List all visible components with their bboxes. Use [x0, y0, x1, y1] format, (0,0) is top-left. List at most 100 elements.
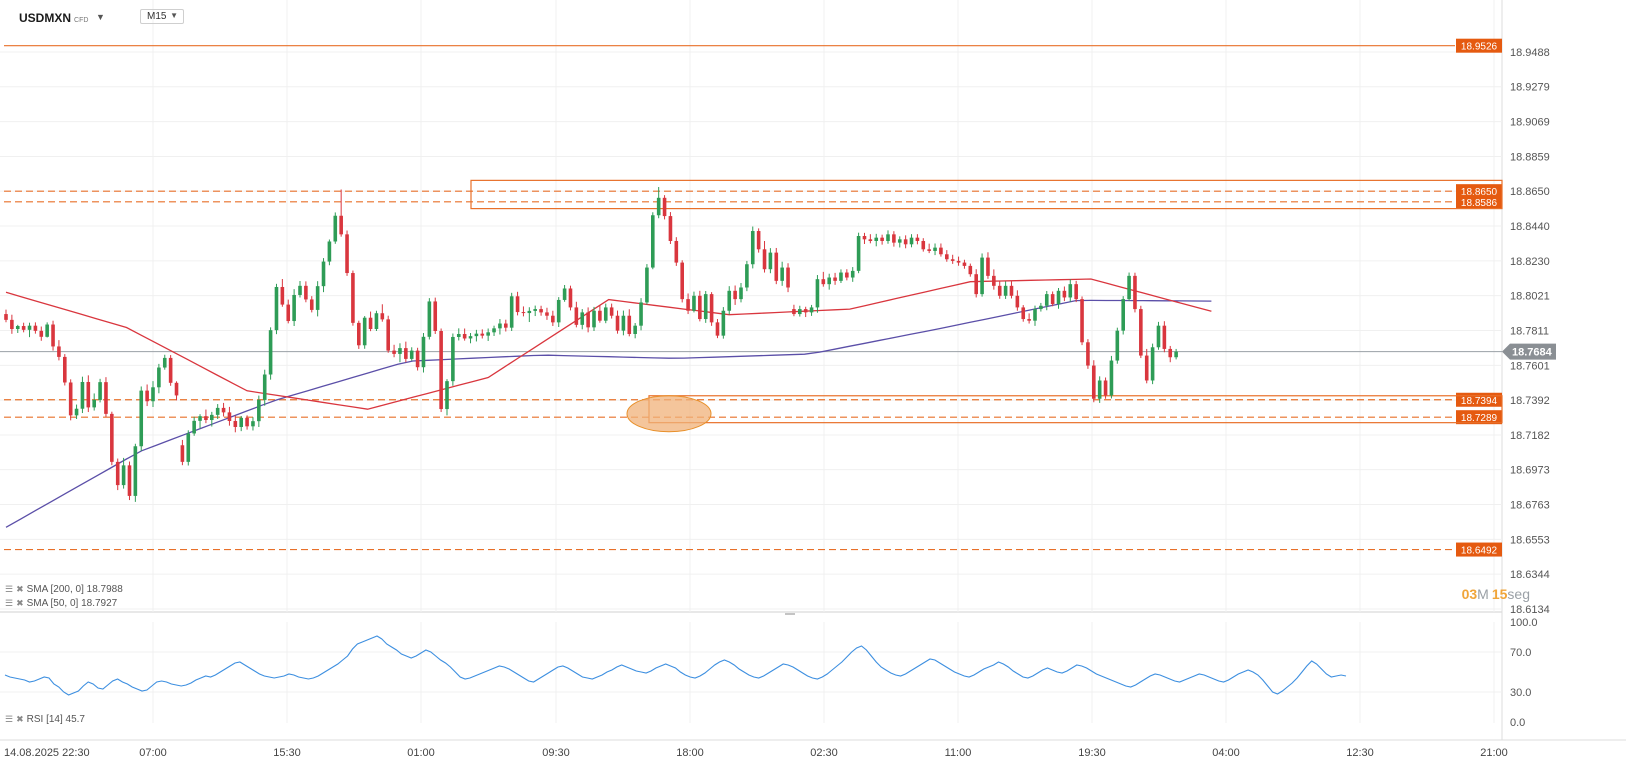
candle-body	[398, 348, 402, 354]
candle-body	[204, 416, 208, 421]
candle-body	[456, 333, 461, 337]
candle-body	[368, 317, 373, 330]
candle-body	[321, 261, 326, 287]
candle-body	[92, 399, 96, 408]
chevron-down-icon[interactable]: ▼	[96, 12, 105, 22]
legend-sma200[interactable]: ☰ ✖ SMA [200, 0] 18.7988	[5, 584, 123, 596]
close-icon[interactable]: ✖	[16, 584, 24, 594]
candle-body	[268, 330, 273, 375]
candle-body	[892, 234, 896, 243]
price-tick-label: 18.6344	[1510, 569, 1550, 581]
zone-box	[470, 179, 1503, 210]
candle-body	[574, 307, 579, 325]
candle-body	[157, 367, 161, 388]
candle-body	[562, 288, 567, 300]
candle-body	[468, 336, 473, 339]
sma200-line	[5, 299, 1212, 528]
candle-body	[404, 348, 408, 359]
candle-body	[345, 234, 349, 274]
candle-body	[51, 324, 55, 347]
candle-body	[227, 412, 232, 422]
candle-body	[1144, 355, 1149, 381]
price-tick-label: 18.7182	[1510, 430, 1550, 442]
candle-body	[351, 273, 355, 323]
candle-body	[257, 399, 261, 422]
candle-body	[27, 325, 32, 330]
candle-body	[1074, 284, 1078, 300]
rsi-panel	[0, 635, 1502, 696]
candle-body	[168, 357, 173, 383]
menu-icon[interactable]: ☰	[5, 584, 14, 594]
time-tick-label: 09:30	[542, 747, 570, 759]
candle-body	[4, 314, 8, 320]
candle-body	[133, 446, 138, 496]
countdown-minutes-unit: M	[1477, 586, 1489, 602]
candle-body	[527, 310, 532, 314]
candle-body	[539, 309, 543, 313]
candle-body	[786, 267, 790, 288]
candle-body	[551, 315, 555, 323]
candle-body	[939, 247, 943, 255]
level-price-tag	[1456, 194, 1502, 209]
candle-body	[603, 307, 608, 321]
legend-rsi-label: RSI [14] 45.7	[26, 714, 85, 725]
candle-body	[780, 267, 784, 281]
legend-sma50[interactable]: ☰ ✖ SMA [50, 0] 18.7927	[5, 598, 117, 610]
level-price-label: 18.8586	[1461, 198, 1498, 209]
rsi-tick-label: 0.0	[1510, 717, 1525, 729]
candle-body	[815, 279, 820, 308]
close-icon[interactable]: ✖	[16, 598, 24, 608]
legend-rsi[interactable]: ☰ ✖ RSI [14] 45.7	[5, 714, 85, 726]
menu-icon[interactable]: ☰	[5, 598, 14, 608]
candle-body	[945, 254, 949, 260]
timeframe-select[interactable]: M15 ▼	[140, 9, 184, 24]
price-tick-label: 18.7392	[1510, 395, 1550, 407]
time-tick-label: 12:30	[1346, 747, 1374, 759]
candle-body	[57, 346, 61, 357]
time-tick-label: 01:00	[407, 747, 435, 759]
candle-body	[698, 295, 702, 320]
candle-body	[386, 319, 390, 351]
level-price-label: 18.7394	[1461, 396, 1498, 407]
candle-body	[127, 465, 132, 496]
current-price-tag	[1502, 343, 1556, 360]
candle-body	[462, 333, 467, 339]
price-tick-label: 18.9279	[1510, 82, 1550, 94]
candle-body	[115, 461, 120, 486]
countdown-seconds-unit: seg	[1507, 586, 1530, 602]
level-price-label: 18.7289	[1461, 413, 1498, 424]
time-tick-label: 14.08.2025 22:30	[4, 747, 90, 759]
candle-body	[192, 420, 196, 434]
candle-body	[1133, 275, 1137, 310]
candle-body	[792, 309, 796, 315]
candle-body	[1109, 360, 1114, 396]
candle-body	[415, 350, 420, 368]
candle-body	[1150, 347, 1155, 381]
close-icon[interactable]: ✖	[16, 714, 24, 724]
symbol-type: CFD	[74, 17, 89, 24]
candle-body	[504, 323, 508, 328]
price-tick-label: 18.6973	[1510, 465, 1550, 477]
chart-toolbar: USDMXN CFD ▼ M15 ▼	[0, 0, 1540, 34]
candle-body	[639, 302, 643, 326]
candle-body	[1027, 319, 1031, 321]
price-tick-label: 18.8650	[1510, 186, 1550, 198]
candle-body	[845, 272, 849, 278]
candle-body	[1121, 299, 1125, 331]
candle-body	[592, 310, 596, 328]
candle-body	[833, 277, 837, 281]
time-tick-label: 04:00	[1212, 747, 1240, 759]
legend-sma50-label: SMA [50, 0] 18.7927	[26, 598, 118, 609]
candle-body	[674, 240, 679, 263]
level-price-label: 18.8650	[1461, 187, 1498, 198]
candle-body	[651, 215, 655, 268]
candle-body	[633, 325, 637, 334]
candle-body	[774, 252, 779, 281]
menu-icon[interactable]: ☰	[5, 714, 14, 724]
candle-body	[986, 257, 990, 276]
candle-body	[533, 309, 537, 311]
symbol-selector[interactable]: USDMXN CFD	[19, 11, 88, 25]
candle-body	[315, 286, 320, 310]
